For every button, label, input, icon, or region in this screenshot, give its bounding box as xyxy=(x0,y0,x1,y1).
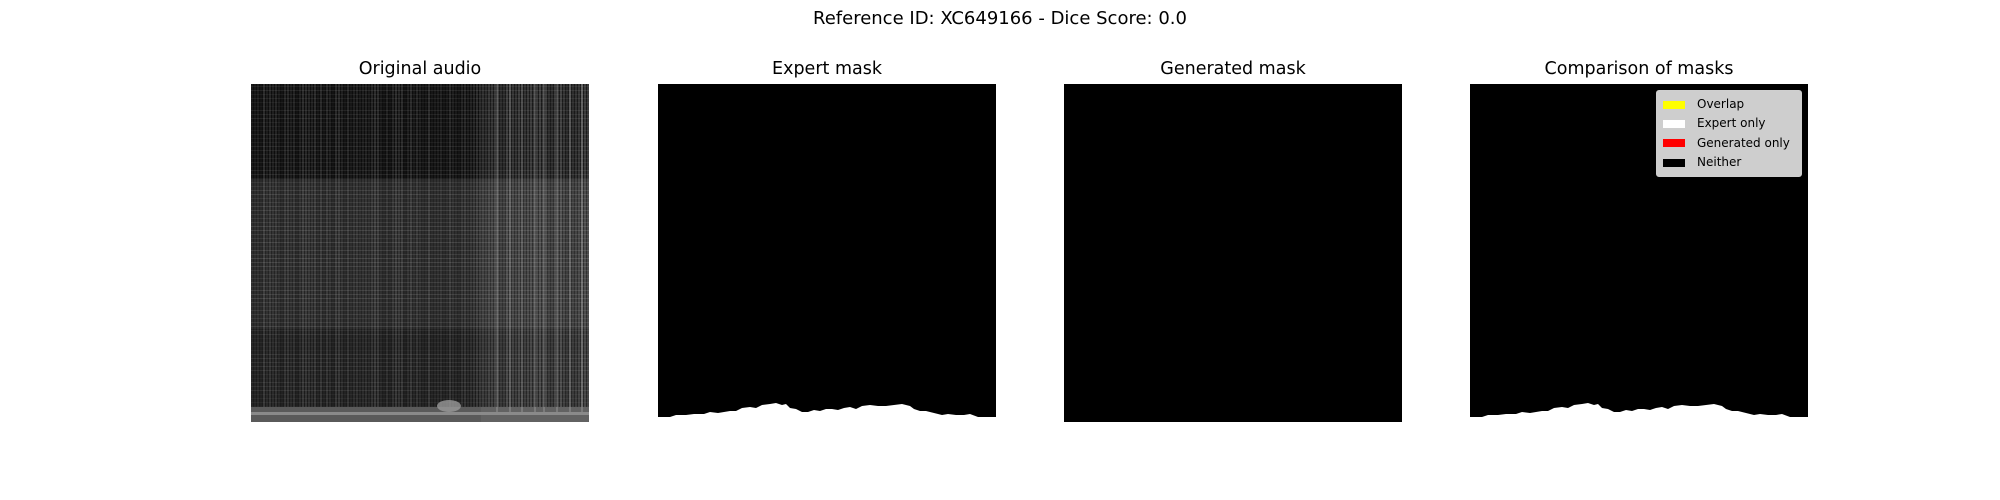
comparison-expert-only-region xyxy=(1470,403,1808,422)
spectrogram-image xyxy=(251,84,589,422)
panel-title-generated-mask: Generated mask xyxy=(1160,59,1306,79)
generated-mask-image xyxy=(1064,84,1402,422)
legend-item-neither: Neither xyxy=(1663,153,1795,172)
legend-swatch-overlap xyxy=(1663,100,1685,109)
panel-title-comparison: Comparison of masks xyxy=(1544,59,1734,79)
comparison-legend: Overlap Expert only Generated only Neith… xyxy=(1656,90,1802,178)
legend-label-expert-only: Expert only xyxy=(1697,116,1766,131)
generated-mask-svg xyxy=(1064,84,1402,422)
original-audio-spectrogram xyxy=(251,84,589,422)
comparison-mask-image: Overlap Expert only Generated only Neith… xyxy=(1470,84,1808,422)
legend-item-overlap: Overlap xyxy=(1663,95,1795,114)
legend-swatch-neither xyxy=(1663,158,1685,167)
legend-label-overlap: Overlap xyxy=(1697,97,1745,111)
legend-item-expert-only: Expert only xyxy=(1663,114,1795,133)
expert-mask-svg xyxy=(658,84,996,422)
legend-swatch-expert-only xyxy=(1663,119,1685,128)
expert-mask-region xyxy=(658,403,996,422)
expert-mask-image xyxy=(658,84,996,422)
panel-title-original-audio: Original audio xyxy=(358,59,482,79)
legend-item-generated-only: Generated only xyxy=(1663,134,1795,153)
panel-title-expert-mask: Expert mask xyxy=(772,59,882,79)
figure-suptitle: Reference ID: XC649166 - Dice Score: 0.0 xyxy=(813,8,1187,29)
legend-swatch-generated-only xyxy=(1663,139,1685,148)
legend-label-generated-only: Generated only xyxy=(1697,135,1790,150)
legend-label-neither: Neither xyxy=(1697,154,1742,169)
